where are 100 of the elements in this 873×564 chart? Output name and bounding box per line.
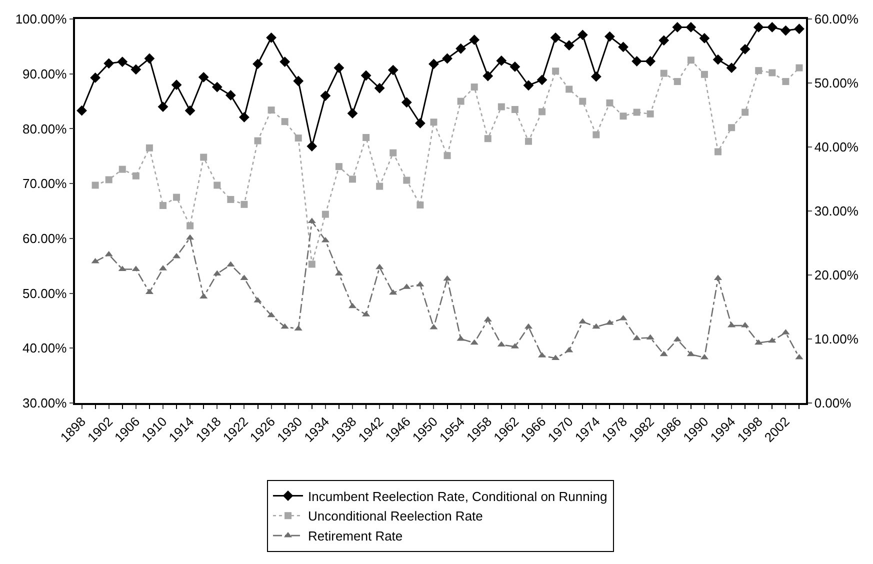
point	[200, 154, 208, 161]
point	[117, 56, 128, 67]
point	[577, 30, 588, 40]
y2-tick-label: 40.00%	[814, 140, 859, 155]
point	[349, 176, 356, 183]
point	[768, 69, 776, 76]
point	[294, 325, 302, 331]
point	[604, 31, 615, 42]
point	[214, 182, 221, 189]
point	[726, 62, 737, 74]
point	[293, 76, 304, 86]
point	[294, 134, 302, 142]
point	[376, 182, 384, 190]
point	[754, 339, 763, 345]
y2-tick-label: 50.00%	[814, 76, 859, 91]
point	[768, 337, 776, 343]
point	[414, 118, 426, 128]
point	[470, 84, 478, 91]
point	[252, 58, 263, 70]
point	[322, 210, 329, 218]
point	[227, 196, 234, 203]
point	[672, 22, 683, 32]
point	[280, 323, 289, 329]
point	[497, 341, 506, 347]
point	[523, 80, 534, 91]
y2-tick-label: 20.00%	[814, 268, 859, 283]
point	[700, 70, 708, 78]
point	[782, 78, 790, 86]
point	[388, 64, 398, 76]
point	[592, 131, 600, 138]
point	[186, 234, 194, 240]
point	[159, 202, 166, 210]
point	[443, 275, 452, 281]
point	[444, 152, 451, 160]
legend-label: Incumbent Reelection Rate, Conditional on Running	[308, 488, 608, 504]
point	[484, 316, 492, 322]
point	[389, 289, 398, 295]
point	[171, 80, 182, 90]
point	[687, 56, 694, 64]
point	[646, 110, 654, 118]
point	[592, 323, 600, 329]
point	[470, 339, 478, 345]
point	[753, 22, 764, 32]
point	[712, 54, 724, 65]
point	[579, 98, 586, 105]
point	[511, 106, 518, 114]
point	[376, 264, 384, 270]
y-tick-label: 100.00%	[15, 12, 68, 27]
point	[335, 163, 342, 170]
point	[200, 293, 208, 299]
point	[428, 58, 439, 70]
point	[362, 134, 370, 141]
y-tick-label: 60.00%	[22, 230, 68, 246]
point	[632, 56, 642, 66]
y2-tick-label: 0.00%	[814, 396, 852, 411]
point	[226, 261, 235, 267]
point	[104, 58, 114, 69]
point	[469, 34, 480, 46]
point	[280, 56, 290, 67]
point	[699, 33, 710, 44]
point	[212, 82, 222, 92]
point	[590, 71, 602, 82]
point	[686, 350, 695, 356]
point	[674, 78, 681, 86]
legend-label: Unconditional Reelection Rate	[308, 508, 483, 524]
y-tick-label: 90.00%	[22, 66, 68, 82]
y-tick-label: 50.00%	[22, 286, 68, 301]
point	[550, 32, 561, 43]
point	[321, 236, 330, 242]
point	[254, 137, 262, 144]
point	[145, 288, 154, 294]
point	[308, 260, 316, 268]
point	[442, 53, 452, 64]
point	[158, 102, 168, 112]
point	[728, 124, 736, 132]
point	[416, 201, 424, 208]
point	[320, 90, 331, 101]
point	[755, 67, 762, 74]
point	[173, 194, 180, 201]
y2-tick-label: 10.00%	[814, 332, 859, 347]
point	[742, 108, 749, 116]
point	[538, 108, 546, 116]
point	[144, 53, 155, 64]
point	[184, 105, 196, 116]
point	[660, 70, 668, 77]
point	[430, 118, 438, 126]
point	[566, 86, 573, 93]
point	[632, 334, 641, 340]
point	[401, 97, 412, 108]
point	[457, 98, 464, 105]
y-tick-label: 80.00%	[22, 121, 68, 136]
y-tick-label: 40.00%	[22, 340, 68, 356]
point	[146, 144, 153, 152]
point	[660, 350, 668, 356]
point	[186, 222, 194, 230]
point	[306, 141, 318, 152]
point	[498, 103, 505, 110]
point	[268, 106, 275, 114]
point	[456, 43, 466, 54]
point	[496, 55, 507, 66]
